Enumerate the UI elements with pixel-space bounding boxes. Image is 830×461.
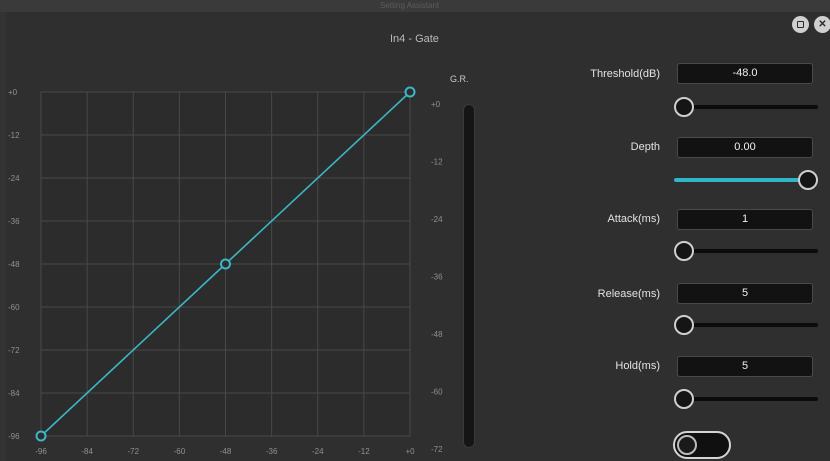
close-window-button[interactable]: ✕ [814, 16, 830, 33]
gr-tick-label: -36 [431, 273, 443, 282]
attack-label: Attack(ms) [607, 213, 660, 225]
graph-grid [40, 91, 411, 437]
curve-handle[interactable] [404, 86, 416, 98]
curve-handle[interactable] [220, 258, 231, 270]
x-tick-label: -36 [266, 447, 278, 456]
y-tick-label: -84 [8, 389, 20, 398]
x-tick-label: -72 [127, 447, 139, 456]
y-tick-label: -12 [8, 131, 20, 140]
slider-thumb[interactable] [674, 315, 694, 335]
attack-slider[interactable] [674, 241, 818, 261]
y-tick-label: -24 [8, 174, 20, 183]
gr-tick-label: -48 [431, 330, 443, 339]
release-slider[interactable] [674, 315, 818, 335]
slider-thumb[interactable] [798, 170, 818, 190]
x-tick-label: -12 [358, 447, 370, 456]
x-tick-label: +0 [405, 447, 415, 456]
gr-meter-label: G.R. [450, 74, 469, 84]
bypass-toggle[interactable] [673, 431, 731, 459]
depth-value-field[interactable]: 0.00 [677, 137, 813, 158]
x-tick-label: -96 [35, 447, 47, 456]
slider-track [674, 249, 818, 253]
slider-fill [674, 178, 808, 182]
slider-track [674, 323, 818, 327]
y-tick-label: -96 [8, 432, 20, 441]
curve-handle[interactable] [35, 430, 47, 442]
slider-thumb[interactable] [674, 241, 694, 261]
slider-track [674, 397, 818, 401]
threshold-slider[interactable] [674, 97, 818, 117]
gr-tick-label: -12 [431, 158, 443, 167]
gr-meter-ticks: +0 -12 -24 -36 -48 -60 -72 [431, 100, 443, 454]
slider-thumb[interactable] [674, 97, 694, 117]
y-tick-label: -48 [8, 260, 20, 269]
slider-track [674, 105, 818, 109]
gr-tick-label: -24 [431, 215, 443, 224]
threshold-value-field[interactable]: -48.0 [677, 63, 813, 84]
x-tick-label: -84 [81, 447, 93, 456]
x-tick-label: -60 [174, 447, 186, 456]
graph-y-ticks: +0 -12 -24 -36 -48 -60 -72 -84 -96 [8, 88, 20, 441]
background-menu-strip [0, 0, 830, 12]
hold-value-field[interactable]: 5 [677, 356, 813, 377]
curve-handles [35, 86, 416, 442]
background-app-title: Setting Assistant [380, 1, 440, 10]
y-tick-label: +0 [8, 88, 18, 97]
slider-thumb[interactable] [674, 389, 694, 409]
threshold-label: Threshold(dB) [590, 68, 660, 80]
dialog-title: In4 - Gate [390, 33, 439, 45]
y-tick-label: -72 [8, 346, 20, 355]
depth-slider[interactable] [674, 170, 818, 190]
hold-slider[interactable] [674, 389, 818, 409]
depth-label: Depth [630, 141, 660, 153]
x-tick-label: -24 [312, 447, 324, 456]
restore-window-button[interactable] [792, 16, 809, 33]
graph-x-ticks: -96 -84 -72 -60 -48 -36 -24 -12 +0 [35, 447, 415, 456]
restore-icon [797, 21, 804, 28]
release-label: Release(ms) [597, 288, 660, 300]
release-value-field[interactable]: 5 [677, 283, 813, 304]
gain-reduction-meter [463, 104, 475, 448]
close-icon: ✕ [818, 19, 827, 30]
gr-tick-label: -60 [431, 388, 443, 397]
y-tick-label: -36 [8, 217, 20, 226]
attack-value-field[interactable]: 1 [677, 209, 813, 230]
y-tick-label: -60 [8, 303, 20, 312]
gr-tick-label: -72 [431, 445, 443, 454]
gr-tick-label: +0 [431, 100, 441, 109]
hold-label: Hold(ms) [615, 360, 660, 372]
x-tick-label: -48 [220, 447, 232, 456]
toggle-knob [677, 435, 697, 455]
